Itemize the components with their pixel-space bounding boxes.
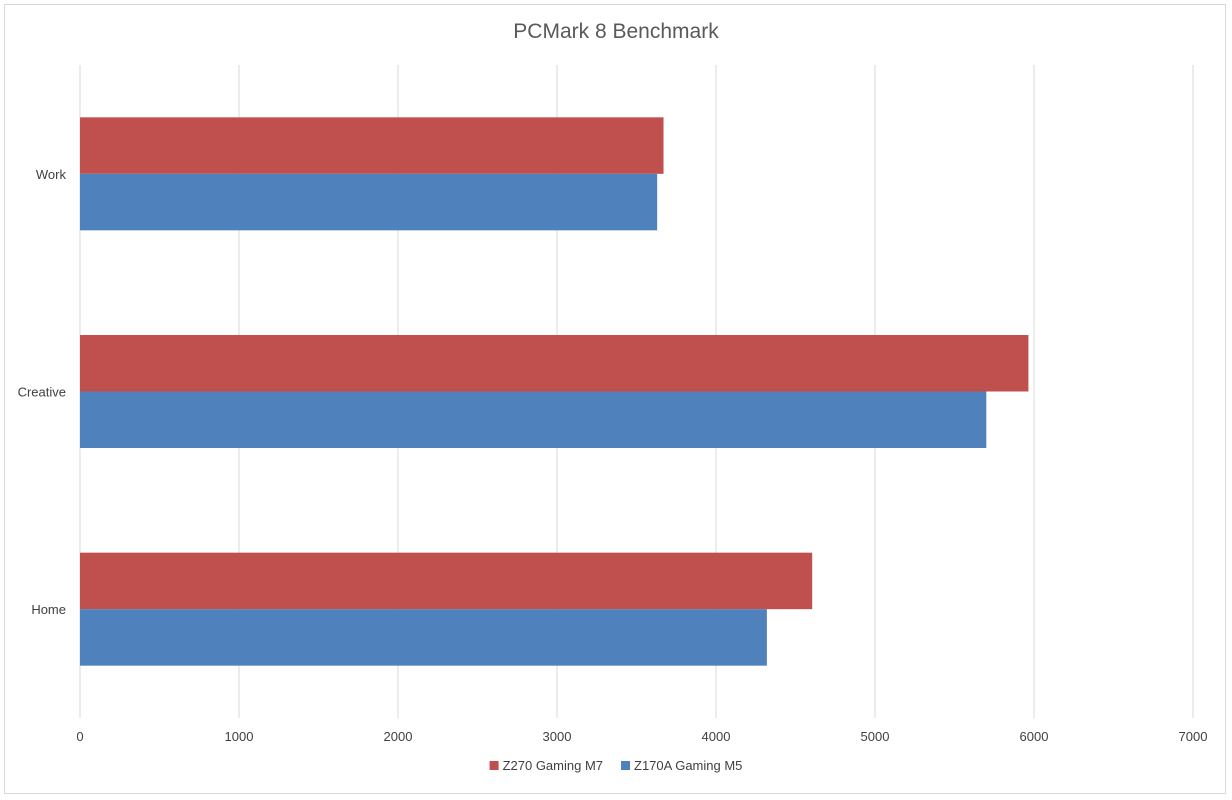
legend-label: Z170A Gaming M5 xyxy=(634,758,742,773)
x-tick-label: 7000 xyxy=(1179,729,1208,744)
bar xyxy=(80,335,1029,392)
legend-label: Z270 Gaming M7 xyxy=(503,758,603,773)
x-tick-label: 1000 xyxy=(225,729,254,744)
y-category-label: Home xyxy=(31,602,66,617)
x-tick-label: 6000 xyxy=(1020,729,1049,744)
bar xyxy=(80,609,767,666)
bar xyxy=(80,391,987,448)
y-category-label: Work xyxy=(36,167,67,182)
bar xyxy=(80,173,658,231)
legend-item: Z170A Gaming M5 xyxy=(621,758,742,773)
bar xyxy=(80,552,813,610)
chart-title: PCMark 8 Benchmark xyxy=(513,20,719,43)
legend: Z270 Gaming M7 Z170A Gaming M5 xyxy=(489,758,742,773)
legend-swatch xyxy=(621,761,631,770)
x-tick-label: 4000 xyxy=(702,729,731,744)
y-category-label: Creative xyxy=(18,385,66,400)
x-tick-label: 2000 xyxy=(384,729,413,744)
legend-swatch xyxy=(489,761,499,770)
y-axis-categories: Work Creative Home xyxy=(18,167,67,617)
bars xyxy=(80,117,1029,666)
legend-item: Z270 Gaming M7 xyxy=(489,758,603,773)
x-axis-ticks: 0 1000 2000 3000 4000 5000 6000 7000 xyxy=(76,729,1207,744)
bar xyxy=(80,117,664,174)
x-tick-label: 3000 xyxy=(543,729,572,744)
x-tick-label: 5000 xyxy=(861,729,890,744)
x-tick-label: 0 xyxy=(76,729,83,744)
